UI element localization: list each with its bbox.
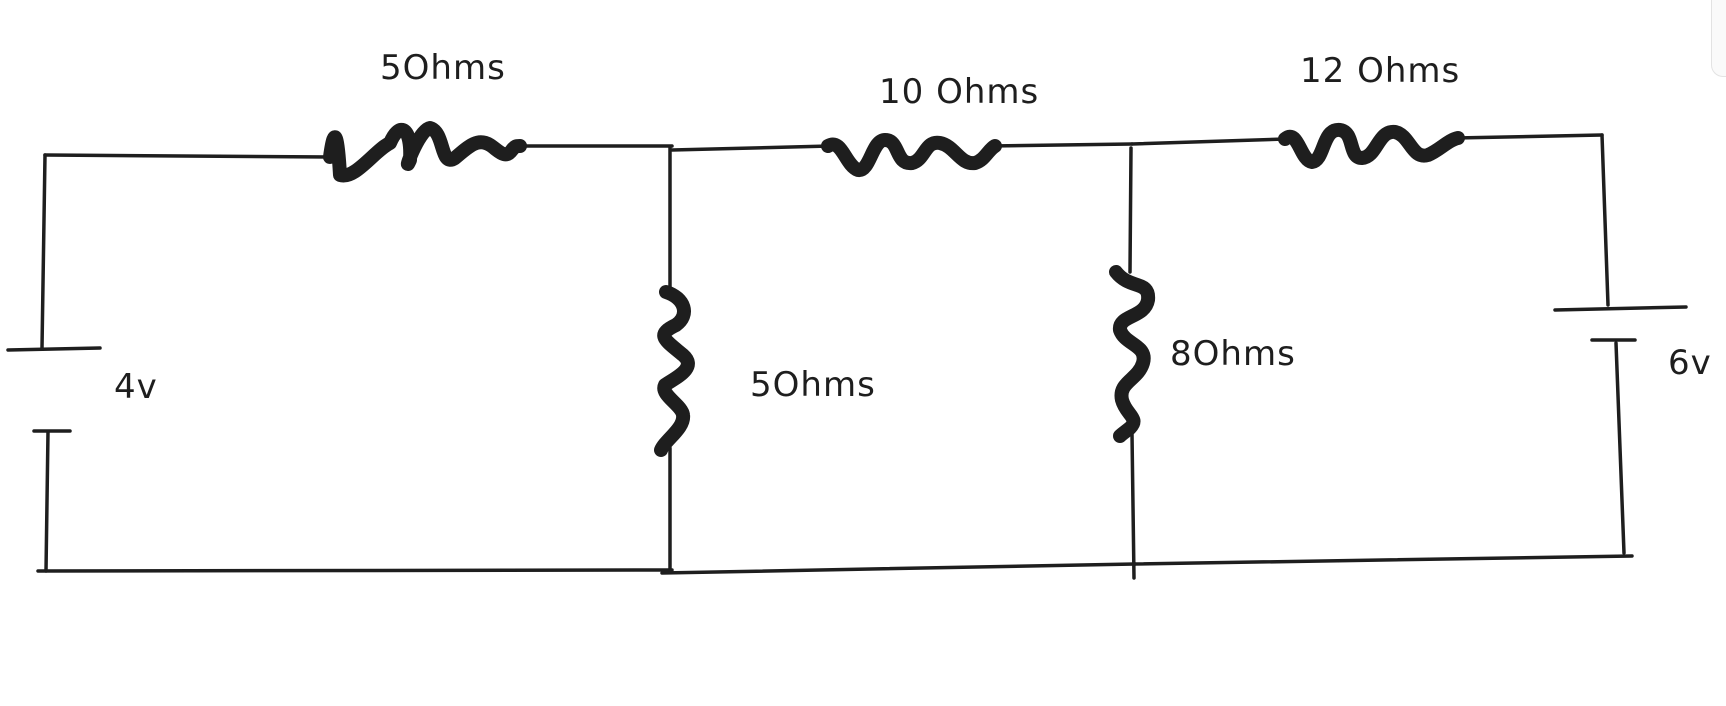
wire-bottom-left: [36, 568, 674, 573]
wire-bottom-mid: [660, 562, 1137, 575]
label-resistor-top-mid: 10 Ohms: [879, 72, 1039, 112]
wire-bottom-right: [1133, 554, 1634, 566]
label-resistor-top-right: 12 Ohms: [1300, 51, 1460, 91]
wire-vert-right-upper: [1128, 146, 1133, 274]
resistor-vert-mid: [654, 285, 695, 457]
wire-right-upper: [1600, 133, 1610, 307]
wire-top-right: [1453, 133, 1604, 140]
battery-left: [6, 346, 102, 433]
battery-right-long-plate: [1553, 305, 1688, 312]
wire-right-lower: [1614, 341, 1626, 555]
wire-vert-right-lower: [1130, 432, 1136, 580]
resistor-top-right: [1278, 123, 1465, 169]
wire-top-mid-left: [670, 144, 832, 152]
battery-right: [1553, 305, 1688, 342]
resistor-top-mid: [821, 133, 1002, 177]
wire-top-right-left: [1130, 137, 1287, 146]
wire-left-lower: [44, 430, 50, 573]
wire-top-mid-right: [988, 142, 1134, 148]
label-resistor-top-left: 5Ohms: [380, 48, 506, 88]
resistor-top-left: [323, 121, 527, 183]
wire-top-left: [43, 153, 332, 159]
label-resistor-vert-mid: 5Ohms: [750, 365, 876, 405]
label-source-left: 4v: [114, 367, 158, 407]
resistor-vert-right: [1109, 265, 1156, 443]
label-source-right: 6v: [1668, 343, 1712, 383]
battery-left-long-plate: [6, 346, 102, 352]
wire-left-upper: [40, 153, 47, 350]
label-resistor-vert-right: 8Ohms: [1170, 334, 1296, 374]
